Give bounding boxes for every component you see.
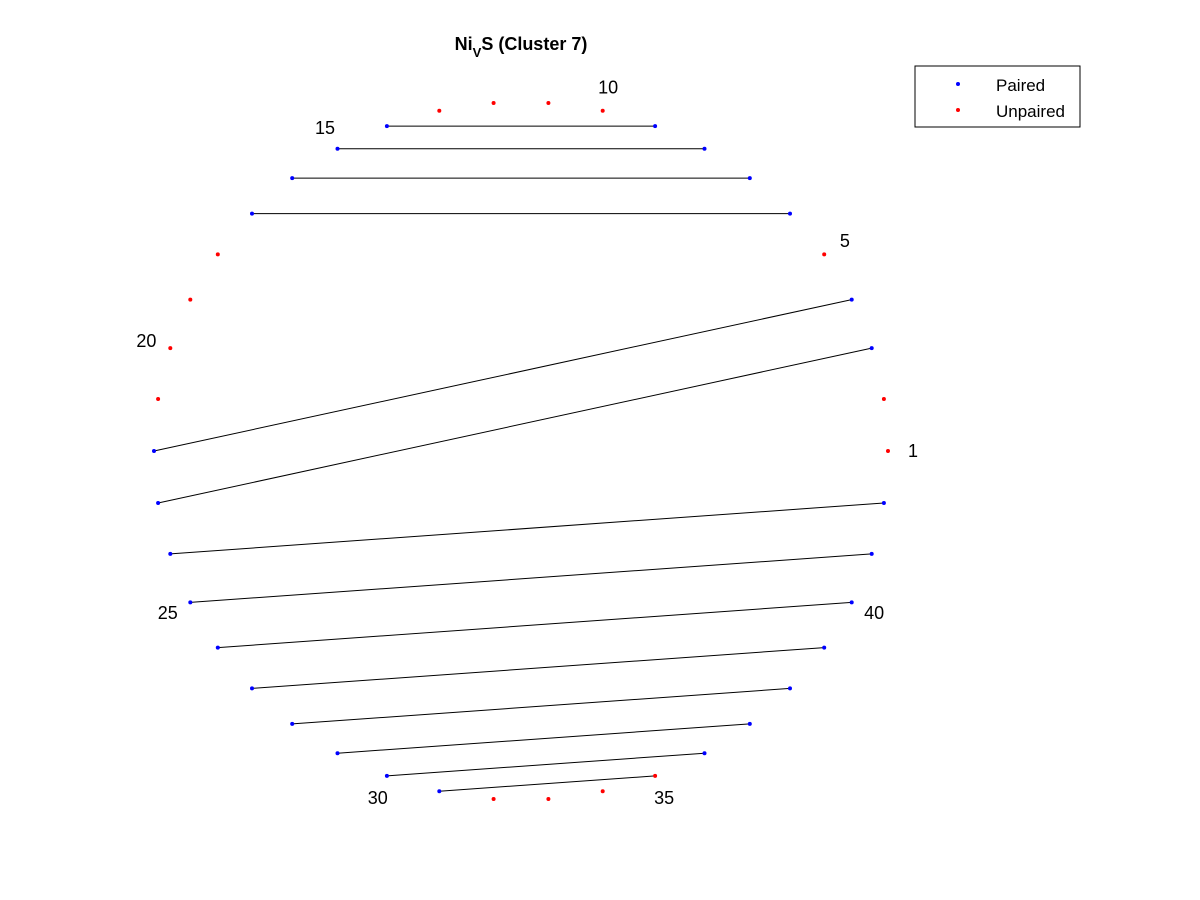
chart-title: NiVS (Cluster 7) <box>455 34 588 60</box>
chart-title-prefix: Ni <box>455 34 473 54</box>
unpaired-node-32 <box>491 797 496 801</box>
paired-node-29 <box>335 751 340 756</box>
pair-link-3-23 <box>157 347 872 504</box>
paired-node-23 <box>156 501 161 505</box>
unpaired-node-13 <box>437 108 442 113</box>
paired-node-14 <box>384 124 389 129</box>
node-label-35: 35 <box>654 788 674 808</box>
node-label-20: 20 <box>136 331 156 351</box>
pair-link-29-37 <box>337 723 750 754</box>
paired-node-41 <box>869 551 874 556</box>
paired-node-31 <box>437 789 442 794</box>
unpaired-node-1 <box>886 449 890 453</box>
paired-node-37 <box>747 721 752 726</box>
pair-link-30-36 <box>386 752 705 777</box>
nodes <box>152 101 890 801</box>
paired-node-27 <box>250 686 254 691</box>
unpaired-node-34 <box>600 789 605 794</box>
unpaired-node-2 <box>881 397 886 401</box>
paired-node-39 <box>822 645 827 650</box>
unpaired-node-21 <box>156 397 161 401</box>
node-label-25: 25 <box>158 603 178 623</box>
paired-node-8 <box>702 146 707 151</box>
unpaired-node-33 <box>546 797 551 801</box>
unpaired-node-10 <box>600 108 605 113</box>
paired-node-25 <box>188 600 193 605</box>
pair-link-26-40 <box>217 601 852 649</box>
legend-label-unpaired: Unpaired <box>996 102 1065 121</box>
paired-node-4 <box>849 297 854 302</box>
chart-title-suffix: S (Cluster 7) <box>481 34 587 54</box>
pair-link-24-42 <box>170 502 884 555</box>
unpaired-node-12 <box>491 101 496 105</box>
legend: Paired Unpaired <box>914 65 1081 128</box>
paired-node-24 <box>168 551 173 556</box>
legend-marker-unpaired <box>956 108 960 112</box>
node-label-15: 15 <box>315 118 335 138</box>
node-label-30: 30 <box>368 788 388 808</box>
pair-link-28-38 <box>292 687 791 725</box>
paired-node-28 <box>290 721 295 726</box>
paired-node-36 <box>702 751 707 756</box>
unpaired-node-11 <box>546 101 551 105</box>
paired-node-40 <box>849 600 854 605</box>
pair-link-4-22 <box>153 299 852 452</box>
paired-node-38 <box>788 686 792 691</box>
unpaired-node-20 <box>168 346 173 351</box>
paired-node-17 <box>250 211 254 216</box>
paired-node-16 <box>290 176 295 181</box>
paired-node-7 <box>747 176 752 181</box>
paired-node-22 <box>152 449 156 453</box>
unpaired-node-19 <box>188 297 193 302</box>
paired-node-6 <box>788 211 792 216</box>
unpaired-node-5 <box>822 252 827 257</box>
pair-link-25-41 <box>190 553 872 603</box>
node-label-40: 40 <box>864 603 884 623</box>
chart-title-subscript: V <box>473 45 482 60</box>
legend-box <box>914 65 1081 128</box>
legend-marker-paired <box>956 82 960 86</box>
paired-node-3 <box>869 346 874 351</box>
unpaired-node-18 <box>215 252 220 257</box>
legend-label-paired: Paired <box>996 76 1045 95</box>
pair-links <box>153 125 884 792</box>
paired-node-15 <box>335 146 340 151</box>
node-label-5: 5 <box>840 231 850 251</box>
paired-node-30 <box>384 773 389 778</box>
pair-link-27-39 <box>251 647 825 689</box>
node-label-1: 1 <box>908 441 918 461</box>
node-label-10: 10 <box>598 77 618 97</box>
paired-node-42 <box>881 501 886 505</box>
paired-node-26 <box>215 645 220 650</box>
pair-link-31-35 <box>439 775 656 792</box>
unpaired-node-35 <box>653 773 658 778</box>
paired-node-9 <box>653 124 658 129</box>
